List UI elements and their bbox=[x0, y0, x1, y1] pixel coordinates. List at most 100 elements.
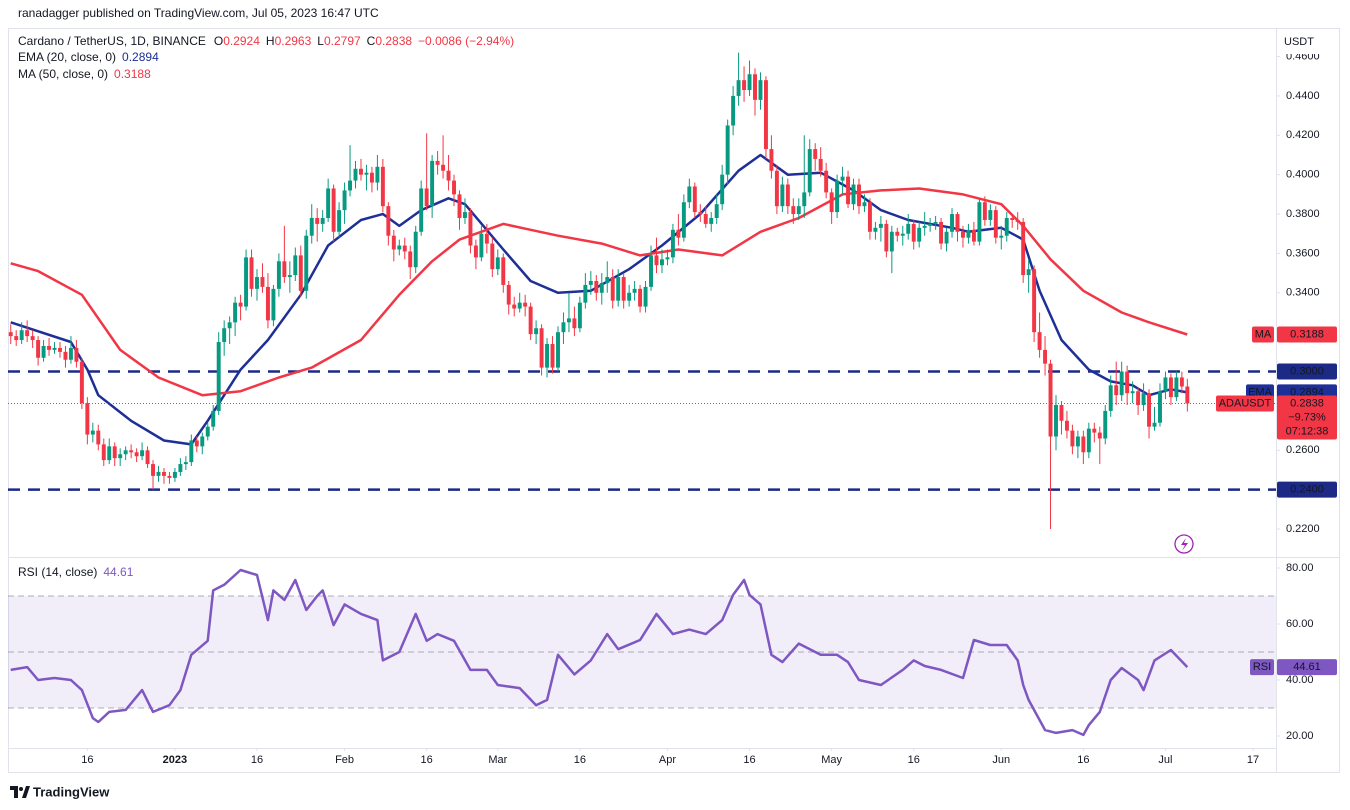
candle-body bbox=[1026, 269, 1031, 276]
x-tick-label: Jul bbox=[1158, 754, 1172, 766]
price-pane bbox=[8, 52, 1276, 530]
candle-body bbox=[884, 223, 889, 252]
candle-body bbox=[364, 172, 369, 175]
ma-line bbox=[10, 187, 1188, 397]
candle-body bbox=[167, 475, 172, 478]
candle-body bbox=[484, 233, 489, 244]
candle-body bbox=[189, 440, 194, 463]
ema-value: 0.2894 bbox=[122, 50, 159, 64]
badge-name-box bbox=[1252, 326, 1274, 343]
ema-name: EMA (20, close, 0) bbox=[18, 50, 116, 64]
y-tick-label: 0.3600 bbox=[1286, 247, 1320, 259]
candle-body bbox=[375, 166, 380, 183]
candle-body bbox=[714, 204, 719, 218]
badge-value: 0.2894 bbox=[1290, 386, 1324, 398]
candle-body bbox=[1081, 436, 1086, 453]
frame bbox=[8, 28, 1340, 773]
brand-logo[interactable]: TradingView bbox=[10, 784, 110, 799]
candle-body bbox=[802, 192, 807, 207]
candle-body bbox=[867, 202, 872, 232]
candle-body bbox=[172, 471, 177, 478]
candle-body bbox=[922, 225, 927, 228]
brand-name[interactable]: TradingView bbox=[33, 784, 110, 799]
candle-body bbox=[1043, 349, 1048, 364]
candle-body bbox=[944, 231, 949, 244]
candle-body bbox=[282, 261, 287, 278]
candle-body bbox=[621, 277, 626, 301]
candle-body bbox=[200, 436, 205, 447]
candle-body bbox=[391, 235, 396, 250]
candle-body bbox=[1147, 393, 1152, 427]
candle-body bbox=[1130, 391, 1135, 394]
ohlc-label: C bbox=[367, 34, 376, 48]
candle-body bbox=[298, 255, 303, 291]
candle-body bbox=[337, 210, 342, 232]
symbol-title: Cardano / TetherUS, 1D, BINANCE bbox=[18, 34, 206, 48]
candle-body bbox=[1119, 371, 1124, 396]
candle-body bbox=[857, 184, 861, 207]
candle-body bbox=[1021, 221, 1026, 276]
candle-body bbox=[501, 257, 506, 285]
candle-body bbox=[988, 210, 993, 220]
badge-value-box bbox=[1277, 363, 1337, 380]
candle-body bbox=[561, 322, 566, 333]
badge-name: RSI bbox=[1253, 661, 1271, 673]
candle-body bbox=[1086, 428, 1091, 453]
candle-body bbox=[446, 170, 451, 181]
candle-body bbox=[419, 188, 424, 232]
candle-body bbox=[583, 284, 588, 303]
candle-body bbox=[161, 471, 166, 476]
candle-body bbox=[260, 277, 265, 287]
logo-dot[interactable] bbox=[19, 787, 23, 791]
candle-body bbox=[8, 332, 13, 337]
candle-body bbox=[971, 229, 976, 242]
candle-body bbox=[731, 95, 736, 126]
candle-body bbox=[140, 450, 145, 457]
ohlc-value: 0.2963 bbox=[275, 34, 312, 48]
candle-body bbox=[966, 229, 971, 238]
candle-body bbox=[818, 158, 823, 171]
alert-bolt[interactable] bbox=[1181, 538, 1188, 551]
candle-body bbox=[1185, 386, 1190, 404]
candle-body bbox=[906, 223, 911, 234]
candle-body bbox=[846, 176, 851, 205]
rsi-legend: RSI (14, close) 44.61 bbox=[18, 565, 134, 579]
candle-body bbox=[79, 361, 84, 404]
candle-body bbox=[758, 80, 763, 100]
candle-body bbox=[63, 351, 68, 360]
candle-body bbox=[216, 342, 221, 411]
x-tick-label: 16 bbox=[1077, 754, 1089, 766]
candle-body bbox=[813, 149, 818, 159]
candle-body bbox=[753, 74, 757, 100]
candle-body bbox=[320, 217, 325, 224]
candle-body bbox=[1103, 410, 1108, 439]
y-tick-label: 0.3800 bbox=[1286, 208, 1320, 220]
candle-body bbox=[654, 255, 659, 266]
badge-name: ADAUSDT bbox=[1219, 397, 1272, 409]
alert-icon[interactable] bbox=[1174, 534, 1194, 554]
candle-body bbox=[873, 227, 878, 232]
logo-mark[interactable] bbox=[10, 786, 18, 798]
candle-body bbox=[156, 471, 161, 476]
candle-body bbox=[517, 302, 522, 309]
y-tick-label: 0.2200 bbox=[1286, 523, 1320, 535]
badge-value-box bbox=[1277, 659, 1337, 676]
candle-body bbox=[807, 149, 812, 193]
candle-body bbox=[933, 221, 938, 224]
candle-body bbox=[74, 347, 79, 362]
candle-body bbox=[1158, 391, 1162, 423]
candle-body bbox=[862, 202, 867, 207]
candle-body bbox=[52, 347, 57, 350]
candle-body bbox=[774, 170, 779, 207]
candle-body bbox=[441, 164, 446, 171]
rsi-name: RSI (14, close) bbox=[18, 565, 97, 579]
candle-body bbox=[900, 233, 905, 236]
rsi-value: 44.61 bbox=[103, 565, 133, 579]
candle-body bbox=[1152, 422, 1157, 427]
candle-body bbox=[479, 233, 484, 258]
logo-mark[interactable] bbox=[22, 786, 30, 798]
candle-body bbox=[785, 184, 790, 207]
candle-body bbox=[462, 212, 467, 218]
ohlc-value: 0.2838 bbox=[375, 34, 412, 48]
